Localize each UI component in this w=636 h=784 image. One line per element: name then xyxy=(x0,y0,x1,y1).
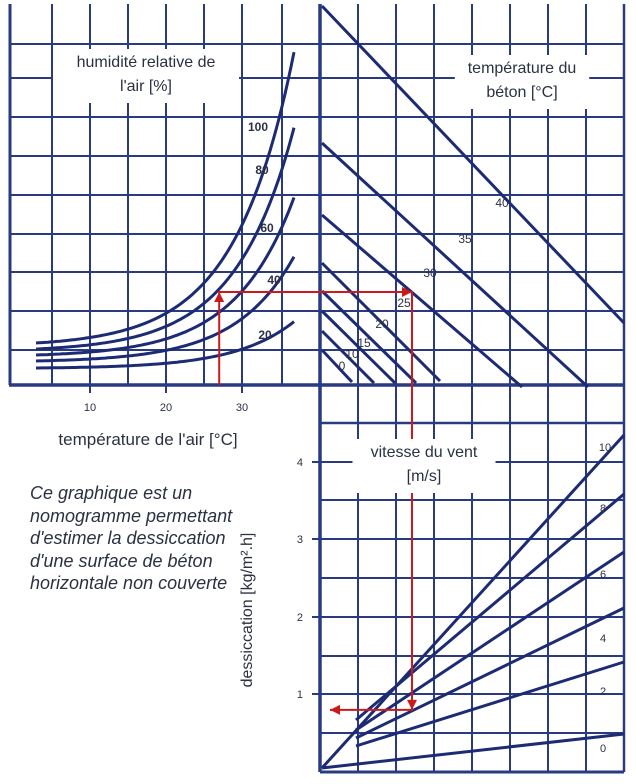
humidity-label-80: 80 xyxy=(255,163,269,177)
wind-line-6 xyxy=(355,550,625,732)
wind-label-0: 0 xyxy=(600,743,606,755)
wind-title-line-1: [m/s] xyxy=(407,468,442,485)
example-path xyxy=(214,287,417,715)
concrete-line-20 xyxy=(320,289,418,385)
chart-frame xyxy=(8,4,626,774)
humidity-label-100: 100 xyxy=(248,120,268,134)
air-x-tick-label-30: 30 xyxy=(236,402,248,414)
concrete-label-30: 30 xyxy=(423,266,437,280)
grid-lines xyxy=(9,4,625,772)
concrete-title-background xyxy=(454,55,590,109)
concrete-label-35: 35 xyxy=(458,232,472,246)
wind-label-2: 2 xyxy=(600,686,606,698)
air-x-axis-label: température de l'air [°C] xyxy=(58,430,237,449)
wind-label-4: 4 xyxy=(600,633,606,645)
wind-title-background xyxy=(352,439,496,493)
concrete-line-30 xyxy=(321,213,523,389)
wind-label-8: 8 xyxy=(600,503,606,515)
concrete-line-10 xyxy=(320,329,376,385)
concrete-line-0 xyxy=(320,348,354,384)
concrete-label-25: 25 xyxy=(397,296,411,310)
wind-line-10 xyxy=(320,433,626,770)
humidity-label-20: 20 xyxy=(258,328,272,342)
wind-line-2 xyxy=(355,660,625,748)
chart-series xyxy=(35,4,626,770)
concrete-line-40 xyxy=(320,4,626,325)
concrete-title-line-0: température du xyxy=(468,60,577,77)
concrete-label-20: 20 xyxy=(375,317,389,331)
humidity-title-line-0: humidité relative de xyxy=(77,54,216,71)
example-arrow-left xyxy=(330,704,340,715)
humidity-curve-80 xyxy=(35,127,296,351)
chart-caption: Ce graphique est un nomogramme permettan… xyxy=(30,483,233,593)
concrete-line-35 xyxy=(320,141,590,389)
concrete-title-line-1: béton [°C] xyxy=(486,84,557,101)
wind-label-10: 10 xyxy=(599,442,611,454)
concrete-label-40: 40 xyxy=(495,196,509,210)
wind-y-tick-label-2: 2 xyxy=(297,612,303,624)
example-arrow-up xyxy=(214,292,225,302)
humidity-title-background xyxy=(53,49,239,103)
wind-y-tick-label-1: 1 xyxy=(297,689,303,701)
humidity-label-60: 60 xyxy=(260,221,274,235)
concrete-label-15: 15 xyxy=(357,336,371,350)
concrete-line-15 xyxy=(320,309,397,385)
example-arrow-right xyxy=(402,287,412,297)
chart-labels: 100806040200101520253035400246810humidit… xyxy=(53,49,611,755)
humidity-curve-60 xyxy=(35,196,296,357)
humidity-curve-100 xyxy=(35,51,296,345)
wind-label-6: 6 xyxy=(600,569,606,581)
humidity-curve-40 xyxy=(35,255,296,363)
example-arrow-down xyxy=(407,699,417,710)
wind-title-line-0: vitesse du vent xyxy=(371,444,478,461)
wind-line-0 xyxy=(321,732,625,770)
wind-y-tick-label-3: 3 xyxy=(297,534,303,546)
concrete-line-25 xyxy=(320,261,442,383)
air-x-tick-label-10: 10 xyxy=(84,402,96,414)
concrete-label-10: 10 xyxy=(345,347,359,361)
humidity-curve-20 xyxy=(36,320,295,370)
wind-y-axis-label: dessiccation [kg/m².h] xyxy=(239,533,256,688)
humidity-label-40: 40 xyxy=(267,273,281,287)
wind-y-tick-label-4: 4 xyxy=(297,457,303,469)
wind-line-4 xyxy=(355,606,625,740)
concrete-label-0: 0 xyxy=(339,359,346,373)
humidity-title-line-1: l'air [%] xyxy=(120,78,172,95)
air-x-tick-label-20: 20 xyxy=(160,402,172,414)
